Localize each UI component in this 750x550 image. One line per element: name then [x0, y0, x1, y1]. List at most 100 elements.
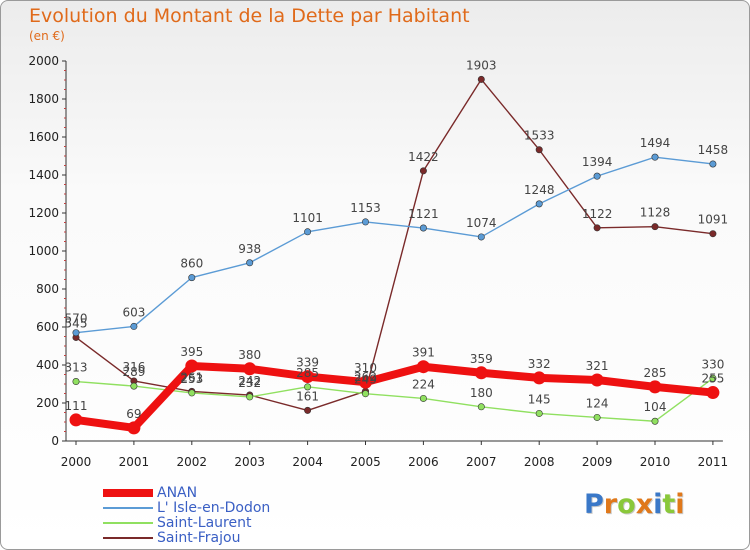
data-label: 69	[126, 407, 141, 421]
logo-letter: P	[584, 489, 604, 520]
data-point	[69, 413, 83, 427]
data-label: 262	[354, 370, 377, 384]
data-point	[72, 378, 80, 386]
legend-label: L' Isle-en-Dodon	[157, 500, 271, 516]
data-point	[72, 329, 80, 337]
logo-letter: i	[675, 489, 685, 520]
data-label: 161	[296, 389, 319, 403]
data-point	[477, 75, 485, 83]
data-label: 261	[180, 370, 203, 384]
data-point	[709, 230, 717, 238]
series-line-0	[72, 361, 717, 432]
data-label: 1422	[408, 150, 439, 164]
data-label: 860	[180, 257, 203, 271]
data-label: 224	[412, 377, 435, 391]
data-point	[130, 322, 138, 330]
data-label: 232	[238, 376, 261, 390]
data-label: 242	[238, 374, 261, 388]
data-label: 180	[470, 386, 493, 400]
legend-label: Saint-Laurent	[157, 515, 252, 531]
data-point	[651, 223, 659, 231]
data-label: 339	[296, 356, 319, 370]
logo-letter: o	[617, 489, 636, 520]
logo-letter: r	[603, 489, 618, 520]
data-point	[188, 389, 196, 397]
y-tick-label: 400	[36, 358, 59, 372]
x-tick-label: 2008	[524, 455, 555, 469]
data-label: 1101	[292, 211, 323, 225]
data-point	[304, 406, 312, 414]
legend-label: ANAN	[157, 485, 198, 501]
data-point	[477, 403, 485, 411]
data-label: 1903	[466, 58, 497, 72]
data-label: 289	[122, 365, 145, 379]
data-point	[532, 371, 546, 385]
data-label: 380	[238, 348, 261, 362]
data-point	[593, 413, 601, 421]
data-point	[419, 394, 427, 402]
data-label: 255	[701, 372, 724, 386]
data-label: 938	[238, 242, 261, 256]
legend-swatch	[103, 522, 153, 524]
data-label: 395	[180, 345, 203, 359]
data-point	[304, 383, 312, 391]
y-tick-label: 1200	[28, 206, 59, 220]
data-label: 1153	[350, 201, 381, 215]
data-point	[535, 409, 543, 417]
data-point	[246, 393, 254, 401]
data-point	[709, 160, 717, 168]
data-label: 249	[354, 373, 377, 387]
data-label: 313	[65, 361, 88, 375]
data-label: 111	[65, 399, 88, 413]
x-tick-label: 2010	[640, 455, 671, 469]
y-tick-label: 200	[36, 396, 59, 410]
series-line-2	[75, 377, 714, 422]
x-tick-label: 2004	[292, 455, 323, 469]
data-point	[361, 390, 369, 398]
legend-swatch	[103, 537, 153, 539]
chart-title: Evolution du Montant de la Dette par Hab…	[29, 5, 470, 27]
chart-subtitle: (en €)	[29, 29, 65, 43]
data-label: 603	[122, 305, 145, 319]
x-tick-label: 2001	[119, 455, 150, 469]
data-point	[648, 380, 662, 394]
data-point	[301, 370, 315, 384]
data-label: 570	[65, 312, 88, 326]
data-label: 145	[528, 392, 551, 406]
data-point	[127, 421, 141, 435]
x-tick-label: 2000	[61, 455, 92, 469]
x-tick-label: 2005	[350, 455, 381, 469]
data-point	[593, 172, 601, 180]
y-tick-label: 1400	[28, 168, 59, 182]
data-point	[651, 417, 659, 425]
data-point	[651, 153, 659, 161]
data-label: 545	[65, 316, 88, 330]
proxiti-logo: Proxiti	[584, 489, 685, 520]
data-label: 1074	[466, 216, 497, 230]
data-label: 391	[412, 346, 435, 360]
logo-letter: t	[662, 489, 676, 520]
logo-letter: x	[635, 489, 654, 520]
y-tick-label: 1800	[28, 92, 59, 106]
data-point	[535, 200, 543, 208]
data-point	[590, 373, 604, 387]
data-point	[709, 374, 717, 382]
series-line-3	[75, 78, 714, 412]
legend-swatch	[103, 507, 153, 509]
data-label: 1248	[524, 183, 555, 197]
data-point	[304, 228, 312, 236]
x-tick-label: 2003	[234, 455, 265, 469]
data-label: 104	[644, 400, 667, 414]
data-point	[359, 375, 372, 389]
data-label: 310	[354, 361, 377, 375]
x-tick-label: 2007	[466, 455, 497, 469]
x-tick-label: 2002	[177, 455, 208, 469]
data-label: 316	[122, 360, 145, 374]
y-tick-label: 800	[36, 282, 59, 296]
data-label: 1494	[640, 136, 671, 150]
y-tick-label: 2000	[28, 54, 59, 68]
data-label: 1128	[640, 206, 671, 220]
data-point	[185, 359, 199, 373]
